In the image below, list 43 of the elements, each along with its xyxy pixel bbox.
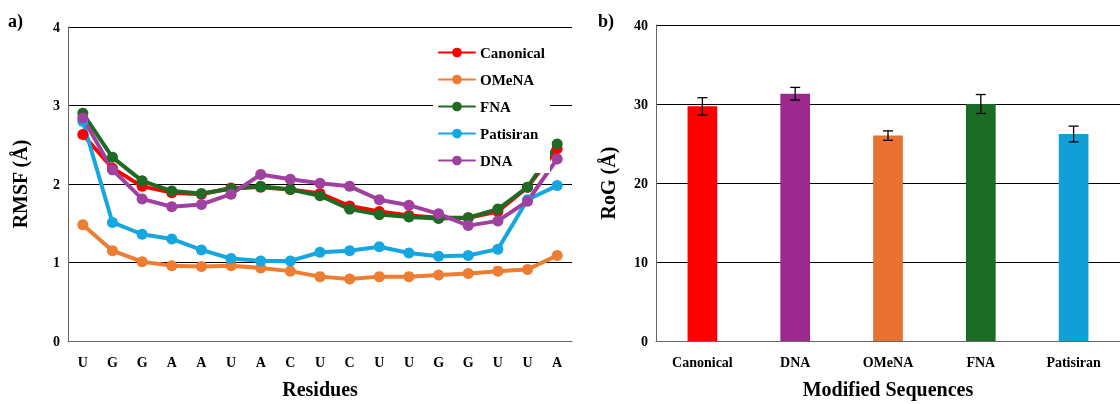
- legend-label: DNA: [479, 152, 513, 169]
- x-tick-label: C: [344, 354, 355, 370]
- x-tick-label: FNA: [966, 354, 997, 370]
- x-axis-title: Modified Sequences: [802, 378, 974, 401]
- x-tick-label: A: [552, 354, 564, 370]
- x-tick-label: G: [136, 354, 148, 370]
- legend-label: FNA: [479, 98, 511, 115]
- x-tick-label: Canonical: [672, 354, 733, 370]
- x-tick-label: A: [196, 354, 208, 370]
- x-tick-label: U: [314, 354, 326, 370]
- x-tick-label: U: [226, 354, 237, 370]
- x-tick-label: U: [522, 354, 533, 370]
- y-tick-label: 2: [53, 176, 60, 192]
- y-tick-label: 0: [53, 333, 60, 349]
- y-tick-label: 3: [53, 98, 60, 113]
- x-tick-label: Patisiran: [1046, 354, 1102, 370]
- y-tick-label: 40: [634, 17, 648, 33]
- x-tick-label: G: [107, 354, 119, 370]
- y-tick-label: 10: [634, 254, 648, 270]
- x-tick-label: OMeNA: [862, 354, 915, 370]
- x-tick-label: U: [374, 354, 385, 370]
- y-tick-label: 4: [53, 19, 60, 35]
- y-tick-label: 1: [53, 255, 60, 270]
- legend-label: Patisiran: [479, 125, 539, 142]
- y-tick-label: 30: [634, 96, 648, 112]
- text: a): [8, 11, 23, 32]
- y-axis-title: RoG (Å): [597, 146, 620, 220]
- x-tick-label: A: [166, 354, 178, 370]
- y-tick-label: 0: [641, 333, 648, 349]
- x-tick-label: U: [403, 354, 414, 370]
- x-tick-label: G: [462, 354, 474, 370]
- text: b): [598, 11, 615, 32]
- y-axis-title: RMSF (Å): [9, 139, 32, 229]
- x-axis-title: Residues: [282, 378, 358, 400]
- x-tick-label: U: [77, 354, 88, 370]
- x-tick-label: A: [255, 354, 267, 370]
- legend-label: Canonical: [479, 44, 546, 61]
- y-tick-label: 20: [634, 175, 648, 191]
- x-tick-label: DNA: [780, 354, 812, 370]
- x-tick-label: G: [433, 354, 445, 370]
- x-tick-label: C: [285, 354, 296, 370]
- x-tick-label: U: [492, 354, 503, 370]
- legend-label: OMeNA: [479, 71, 535, 88]
